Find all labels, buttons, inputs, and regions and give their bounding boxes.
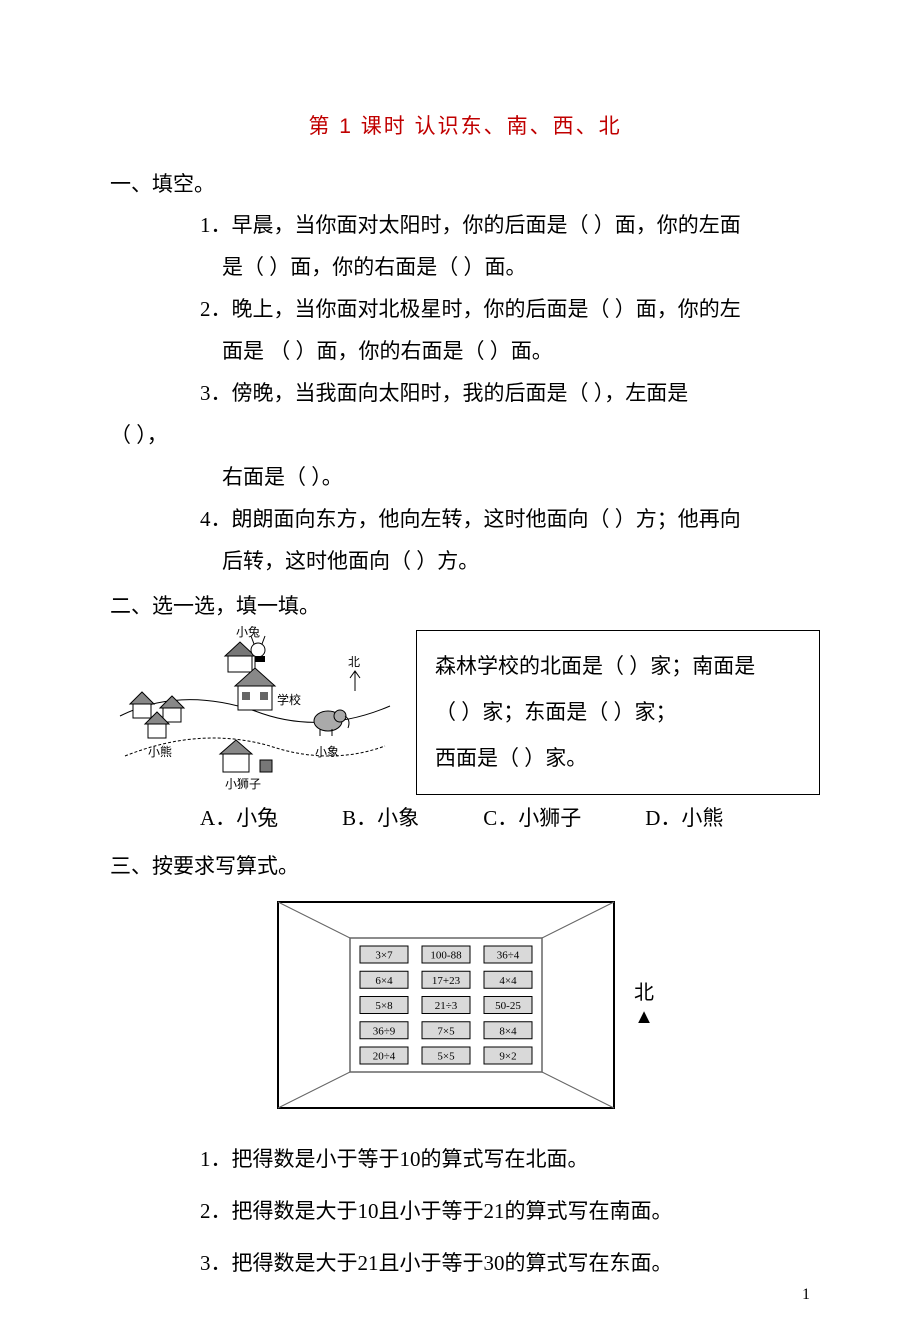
school-label: 学校 — [277, 692, 301, 707]
section2-heading: 二、选一选，填一填。 — [110, 590, 820, 620]
expression-text: 36÷4 — [497, 950, 520, 962]
option-c: C．小狮子 — [483, 802, 581, 832]
rabbit-label: 小兔 — [236, 626, 260, 639]
expression-text: 17+23 — [432, 975, 461, 987]
q2-box-line1: 森林学校的北面是（ ）家；南面是 — [435, 643, 801, 689]
expression-text: 50-25 — [495, 1000, 521, 1012]
map-svg: 小兔 北 学校 — [110, 626, 400, 796]
q3-north-mark: 北 ▲ — [634, 981, 654, 1029]
q1-2-line1: 2．晚上，当你面对北极星时，你的后面是（ ）面，你的左 — [110, 288, 820, 330]
q2-box-line3: 西面是（ ）家。 — [435, 735, 801, 781]
q1-3-line2b: 右面是（ ）。 — [110, 456, 820, 498]
section3-heading: 三、按要求写算式。 — [110, 850, 820, 880]
north-arrow-icon — [350, 671, 360, 691]
q2-answer-box: 森林学校的北面是（ ）家；南面是 （ ）家；东面是（ ）家； 西面是（ ）家。 — [416, 630, 820, 795]
expression-text: 5×8 — [375, 1000, 393, 1012]
option-a: A．小兔 — [200, 802, 278, 832]
q1-3-line1: 3．傍晚，当我面向太阳时，我的后面是（ ），左面是 — [110, 372, 820, 414]
expression-text: 3×7 — [375, 950, 393, 962]
q3-figure: 3×7 100-88 36÷4 6×4 17+23 4×4 5×8 21÷3 50-25 36÷9… — [276, 900, 616, 1110]
expression-text: 36÷9 — [373, 1025, 396, 1037]
q3-list: 1．把得数是小于等于10的算式写在北面。 2．把得数是大于10且小于等于21的算… — [110, 1138, 820, 1284]
option-b: B．小象 — [342, 802, 419, 832]
q2-options: A．小兔 B．小象 C．小狮子 D．小熊 — [110, 802, 820, 832]
q2-box-line2: （ ）家；东面是（ ）家； — [435, 689, 801, 735]
expression-text: 9×2 — [499, 1051, 516, 1063]
q1-4-line1: 4．朗朗面向东方，他向左转，这时他面向（ ）方；他再向 — [110, 498, 820, 540]
q1-4-line2: 后转，这时他面向（ ）方。 — [110, 540, 820, 582]
q3-item-2: 2．把得数是大于10且小于等于21的算式写在南面。 — [110, 1190, 820, 1232]
q1-1-line1: 1．早晨，当你面对太阳时，你的后面是（ ）面，你的左面 — [110, 204, 820, 246]
expression-text: 4×4 — [499, 975, 517, 987]
bear-houses-icon — [130, 692, 184, 738]
bear-label: 小熊 — [148, 744, 172, 759]
room-svg: 3×7 100-88 36÷4 6×4 17+23 4×4 5×8 21÷3 50-25 36÷9… — [276, 900, 616, 1110]
expression-text: 20÷4 — [373, 1051, 396, 1063]
page-number: 1 — [802, 1286, 810, 1304]
q1-3-blank: （ ）， — [110, 414, 820, 456]
q2-row: 小兔 北 学校 — [110, 626, 820, 796]
q3-item-1: 1．把得数是小于等于10的算式写在北面。 — [110, 1138, 820, 1180]
worksheet-page: 第 1 课时 认识东、南、西、北 一、填空。 1．早晨，当你面对太阳时，你的后面… — [0, 0, 920, 1334]
expression-text: 100-88 — [430, 950, 462, 962]
expression-text: 5×5 — [437, 1051, 455, 1063]
option-d: D．小熊 — [645, 802, 723, 832]
forest-map: 小兔 北 学校 — [110, 626, 400, 796]
expression-text: 6×4 — [375, 975, 393, 987]
q3-figure-wrap: 3×7 100-88 36÷4 6×4 17+23 4×4 5×8 21÷3 50-25 36÷9… — [110, 900, 820, 1110]
north-label-map: 北 — [348, 655, 360, 669]
expression-text: 7×5 — [437, 1025, 455, 1037]
expression-text: 21÷3 — [435, 1000, 458, 1012]
elephant-label: 小象 — [315, 745, 339, 759]
q1-1-line2: 是（ ）面，你的右面是（ ）面。 — [110, 246, 820, 288]
q3-item-3: 3．把得数是大于21且小于等于30的算式写在东面。 — [110, 1242, 820, 1284]
elephant-icon — [314, 710, 349, 736]
rabbit-house-icon — [225, 636, 265, 672]
lion-label: 小狮子 — [225, 777, 261, 791]
section1-heading: 一、填空。 — [110, 168, 820, 198]
north-arrow-icon: ▲ — [634, 1005, 654, 1029]
expression-text: 8×4 — [499, 1025, 517, 1037]
page-title: 第 1 课时 认识东、南、西、北 — [110, 110, 820, 140]
q1-2-line2: 面是 （ ）面，你的右面是（ ）面。 — [110, 330, 820, 372]
